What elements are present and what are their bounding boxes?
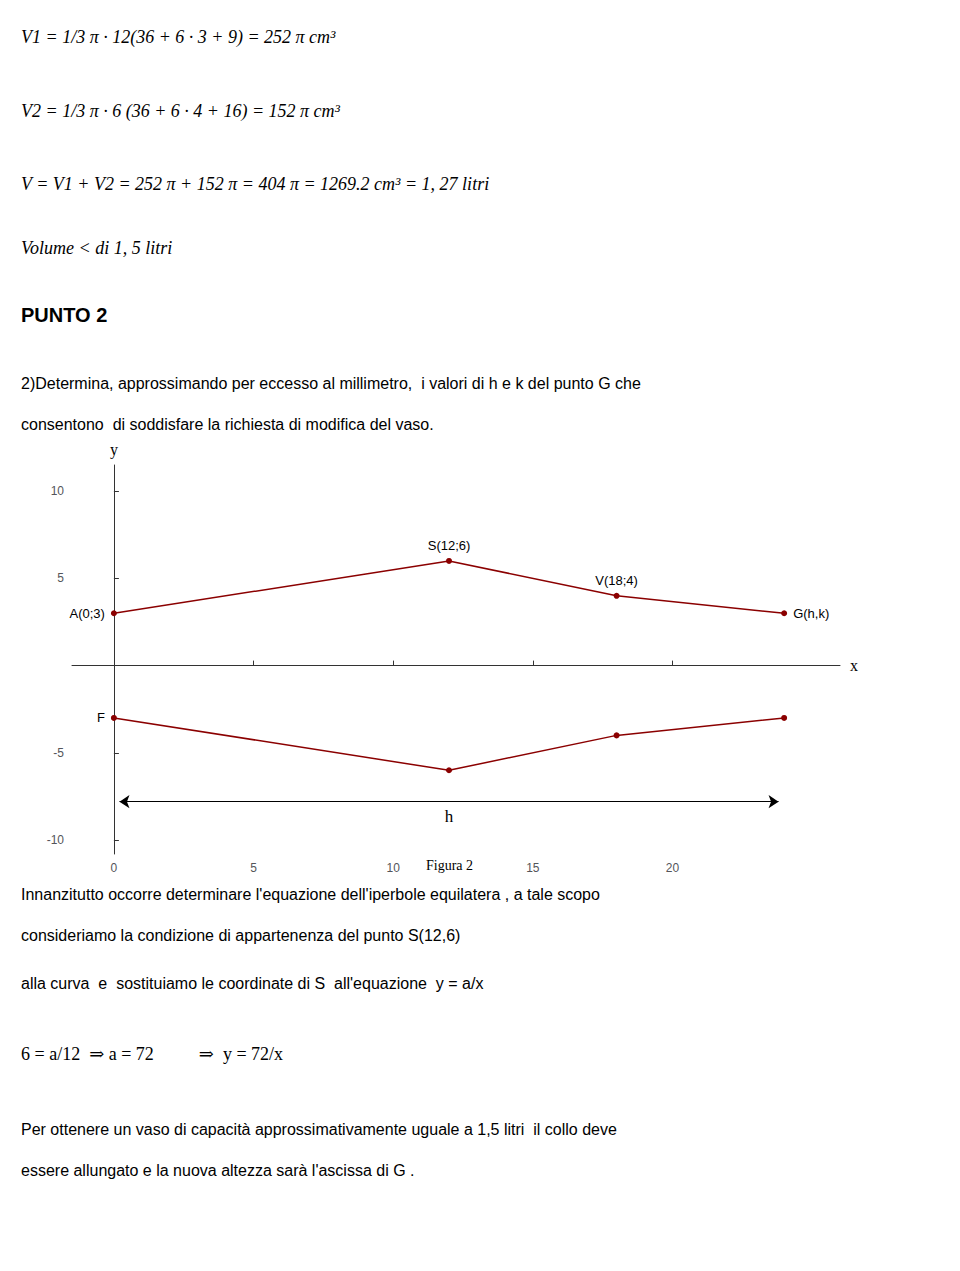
svg-text:V2 = 1/3 π · 6 (36 + 6 · 4 + 1: V2 = 1/3 π · 6 (36 + 6 · 4 + 16) = 152 π… xyxy=(21,101,341,122)
svg-text:2)Determina, approssimando per: 2)Determina, approssimando per eccesso a… xyxy=(21,375,641,392)
svg-text:essere allungato e la nuova al: essere allungato e la nuova altezza sarà… xyxy=(21,1162,415,1179)
svg-text:Figura 2: Figura 2 xyxy=(426,858,473,873)
svg-text:PUNTO 2: PUNTO 2 xyxy=(21,304,107,326)
svg-text:alla curva e sostituiamo le: alla curva e sostituiamo le coordinate d… xyxy=(21,975,483,992)
svg-text:20: 20 xyxy=(666,861,680,875)
svg-text:G(h,k): G(h,k) xyxy=(793,606,829,621)
svg-text:-10: -10 xyxy=(47,833,65,847)
svg-text:x: x xyxy=(850,657,858,674)
svg-text:Per ottenere un vaso di capaci: Per ottenere un vaso di capacità appross… xyxy=(21,1121,617,1138)
svg-text:y: y xyxy=(110,441,118,459)
svg-text:V(18;4): V(18;4) xyxy=(595,573,638,588)
svg-text:Innanzitutto occorre determina: Innanzitutto occorre determinare l'equaz… xyxy=(21,886,600,903)
svg-text:consentono di soddisfare la r: consentono di soddisfare la richiesta di… xyxy=(21,416,434,433)
svg-text:0: 0 xyxy=(111,861,118,875)
svg-text:V1 = 1/3 π · 12(36 + 6 · 3 + 9: V1 = 1/3 π · 12(36 + 6 · 3 + 9) = 252 π … xyxy=(21,27,336,48)
svg-text:5: 5 xyxy=(57,571,64,585)
svg-text:S(12;6): S(12;6) xyxy=(428,538,471,553)
svg-text:10: 10 xyxy=(51,484,65,498)
svg-text:consideriamo la condizione di: consideriamo la condizione di appartenen… xyxy=(21,927,460,944)
svg-text:10: 10 xyxy=(386,861,400,875)
svg-text:15: 15 xyxy=(526,861,540,875)
svg-text:F: F xyxy=(97,710,105,725)
svg-text:6 = a/12 ⇒ a = 72 ⇒: 6 = a/12 ⇒ a = 72 ⇒ y = 72/x xyxy=(21,1044,283,1064)
svg-text:-5: -5 xyxy=(53,746,64,760)
svg-text:h: h xyxy=(445,807,454,826)
svg-text:Volume < di 1, 5 litri: Volume < di 1, 5 litri xyxy=(21,238,172,258)
svg-text:5: 5 xyxy=(250,861,257,875)
svg-text:A(0;3): A(0;3) xyxy=(69,606,104,621)
svg-text:V = V1 + V2 = 252 π + 152 π =: V = V1 + V2 = 252 π + 152 π = 404 π = 12… xyxy=(21,174,489,194)
